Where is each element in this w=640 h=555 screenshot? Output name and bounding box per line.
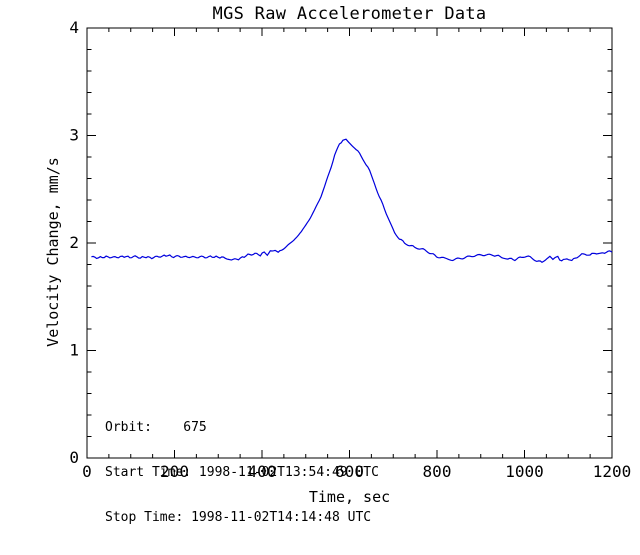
x-tick-label: 800 <box>423 462 452 481</box>
annotation-stop-time: Stop Time: 1998-11-02T14:14:48 UTC <box>105 510 372 525</box>
x-tick-label: 200 <box>160 462 189 481</box>
y-tick-label: 0 <box>69 448 79 467</box>
x-tick-label: 400 <box>248 462 277 481</box>
x-tick-label: 1000 <box>505 462 544 481</box>
y-tick-label: 1 <box>69 341 79 360</box>
x-tick-label: 0 <box>82 462 92 481</box>
y-axis-title: Velocity Change, mm/s <box>44 157 62 347</box>
velocity-change-line <box>91 138 613 264</box>
annotation-block: Orbit: 675 Start Time: 1998-11-02T13:54:… <box>105 390 379 555</box>
y-tick-label: 4 <box>69 18 79 37</box>
x-tick-label: 1200 <box>593 462 632 481</box>
chart-title: MGS Raw Accelerometer Data <box>212 4 487 24</box>
y-tick-label: 2 <box>69 233 79 252</box>
accelerometer-figure: 0 200 400 600 800 1000 1200 0 1 2 3 4 MGS Raw Accel… <box>44 4 632 525</box>
y-tick-label: 3 <box>69 126 79 145</box>
x-axis-title: Time, sec <box>308 488 391 506</box>
annotation-start-time: Start Time: 1998-11-02T13:54:49 UTC <box>105 465 379 480</box>
x-tick-label: 600 <box>335 462 364 481</box>
plot-canvas: 0 200 400 600 800 1000 1200 0 1 2 3 4 <box>69 18 632 481</box>
annotation-orbit: Orbit: 675 <box>105 420 207 435</box>
